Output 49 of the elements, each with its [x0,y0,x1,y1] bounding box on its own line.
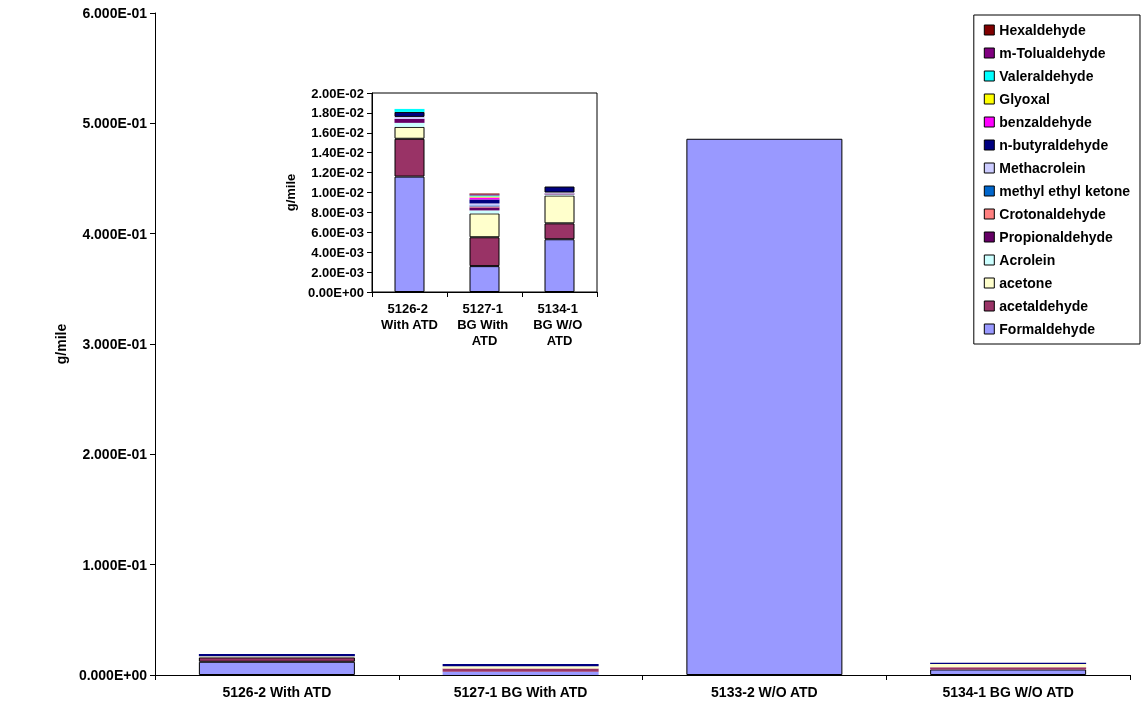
legend-label: Valeraldehyde [999,68,1094,84]
legend-label: benzaldehyde [999,114,1093,130]
y-tick-label: 6.00E-03 [311,224,364,240]
legend-label: Formaldehyde [999,321,1096,337]
y-tick-label: 2.000E-01 [82,446,148,463]
y-tick-label: 1.000E-01 [82,556,148,573]
legend-label: methyl ethyl ketone [999,183,1131,199]
bar [469,199,500,204]
y-tick-label: 6.000E-01 [82,5,148,21]
bar [394,111,425,117]
legend-label: Propionaldehyde [999,229,1114,245]
y-tick-label: 2.00E-02 [311,85,364,101]
x-tick-label: 5127-1 BG With ATD [457,300,512,348]
bar [544,186,575,193]
y-tick-label: 0.000E+00 [78,667,148,683]
x-tick-label: 5127-1 BG With ATD [453,683,588,700]
y-axis-title: g/mile [283,173,299,212]
legend-label: Acrolein [999,252,1056,268]
y-tick-label: 8.00E-03 [311,204,364,220]
y-tick-label: 5.000E-01 [82,115,148,132]
legend-label: m-Tolualdehyde [999,45,1106,61]
y-tick-label: 4.00E-03 [311,244,364,260]
x-tick-label: 5134-1 BG W/O ATD [533,300,586,348]
bar [394,118,425,123]
y-tick-label: 1.00E-02 [311,185,364,200]
legend-label: Methacrolein [999,160,1086,176]
y-axis-title: g/mile [52,323,69,365]
bar [930,667,1087,670]
bar [394,108,425,112]
bar [394,122,425,127]
legend-label: Crotonaldehyde [999,206,1107,222]
y-tick-label: 3.000E-01 [82,336,148,352]
y-tick-label: 0.00E+00 [307,284,364,300]
x-tick-label: 5126-2 With ATD [381,300,438,332]
bar [930,663,1087,668]
x-tick-label: 5134-1 BG W/O ATD [942,683,1074,700]
y-tick-label: 1.40E-02 [311,145,364,161]
y-tick-label: 1.80E-02 [311,105,364,121]
y-tick-label: 4.000E-01 [82,225,148,242]
legend-label: n-butyraldehyde [999,137,1109,153]
legend-label: Hexaldehyde [999,22,1086,38]
x-tick-label: 5133-2 W/O ATD [711,683,818,700]
legend-label: Glyoxal [999,91,1050,107]
x-tick-label: 5126-2 With ATD [222,683,332,700]
legend-label: acetone [999,275,1053,291]
y-tick-label: 2.00E-03 [311,264,364,280]
y-tick-label: 1.20E-02 [311,165,364,181]
legend-label: acetaldehyde [999,298,1089,314]
y-tick-label: 1.60E-02 [311,125,364,141]
